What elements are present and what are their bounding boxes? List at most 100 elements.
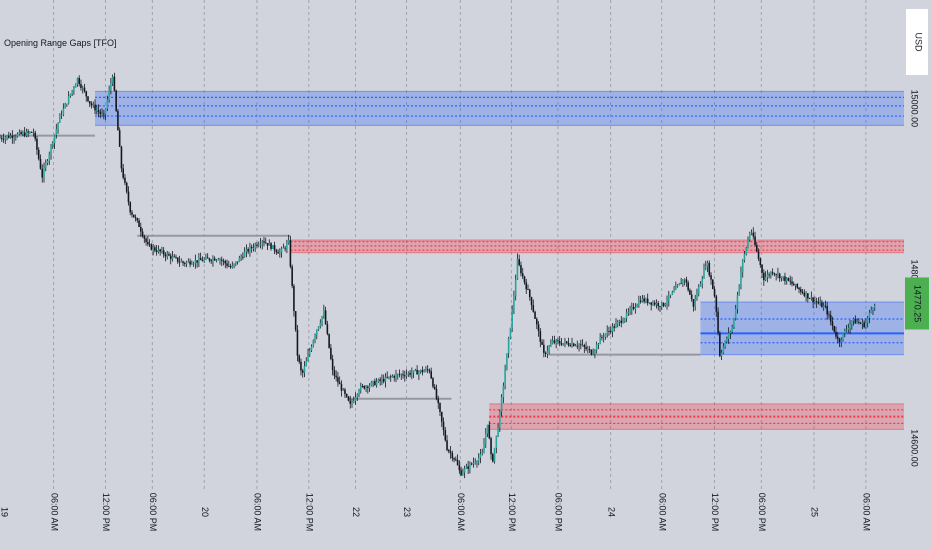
- candle-body: [544, 352, 547, 354]
- candle-body: [284, 247, 286, 249]
- candle: [22, 130, 24, 137]
- candle-body: [462, 472, 464, 476]
- candle-body: [312, 340, 315, 347]
- candle: [794, 283, 797, 291]
- candle: [32, 128, 35, 137]
- candle-body: [412, 370, 415, 374]
- candle: [574, 343, 577, 347]
- indicator-title: Opening Range Gaps [TFO]: [4, 38, 117, 48]
- candle-body: [30, 131, 33, 133]
- candle: [873, 303, 876, 311]
- candle-body: [490, 438, 492, 455]
- candle-body: [370, 382, 373, 386]
- candle-body: [236, 261, 239, 263]
- candle-body: [653, 302, 656, 305]
- candle: [115, 89, 117, 113]
- candle-body: [20, 132, 22, 135]
- candle-body: [48, 154, 51, 161]
- candle-body: [745, 247, 748, 254]
- candle-body: [777, 273, 779, 276]
- candle-body: [553, 340, 556, 343]
- candle-body: [541, 341, 543, 345]
- candle-body: [345, 393, 348, 397]
- candle-body: [198, 258, 200, 263]
- candle-body: [481, 453, 484, 455]
- candle-body: [391, 376, 394, 377]
- candle-body: [829, 315, 832, 322]
- candle: [738, 284, 740, 296]
- candle-body: [448, 450, 450, 452]
- candle: [96, 104, 98, 115]
- candle-body: [368, 385, 371, 388]
- candle: [629, 305, 631, 316]
- candle-body: [504, 370, 506, 386]
- candle: [270, 242, 272, 251]
- candle-body: [467, 466, 469, 469]
- candle: [771, 268, 774, 276]
- candle: [469, 461, 471, 474]
- candle-body: [361, 385, 364, 387]
- candle-body: [690, 294, 693, 300]
- candle: [715, 294, 718, 318]
- candle: [671, 290, 674, 296]
- candle: [48, 151, 51, 165]
- candle: [571, 337, 573, 348]
- candle: [509, 327, 512, 340]
- candle: [20, 130, 22, 135]
- candle-body: [514, 279, 517, 296]
- candle: [140, 222, 142, 237]
- candle-body: [275, 250, 278, 253]
- candle-body: [474, 462, 476, 464]
- candle-body: [52, 143, 54, 146]
- candle-body: [483, 444, 485, 454]
- candle: [245, 244, 248, 258]
- candle: [280, 246, 283, 258]
- candle: [41, 164, 44, 183]
- candle: [704, 260, 707, 271]
- candle: [210, 258, 212, 265]
- candle: [706, 260, 709, 273]
- candle-body: [808, 298, 811, 300]
- candle: [798, 286, 800, 294]
- candle-body: [363, 385, 366, 389]
- candle-body: [532, 305, 535, 312]
- candle-body: [518, 259, 520, 266]
- time-axis-background: [0, 492, 932, 550]
- candle-body: [548, 346, 550, 351]
- candle-body: [638, 300, 640, 306]
- candle: [250, 244, 253, 253]
- candle: [659, 305, 661, 313]
- candle-body: [842, 333, 844, 340]
- candle: [486, 424, 489, 437]
- time-tick-label: 24: [606, 507, 616, 517]
- candle: [382, 374, 385, 384]
- candle-body: [60, 114, 63, 116]
- candle: [764, 271, 767, 282]
- candle-body: [689, 290, 691, 295]
- candle: [594, 349, 596, 359]
- candle: [713, 285, 716, 298]
- candle: [541, 339, 543, 345]
- candle: [147, 236, 149, 247]
- candle-body: [583, 345, 586, 348]
- candle: [118, 127, 121, 148]
- candle: [74, 83, 77, 88]
- candle-body: [18, 132, 21, 134]
- candle: [136, 217, 139, 223]
- candle: [16, 132, 19, 138]
- candle: [821, 299, 823, 308]
- candle: [780, 276, 783, 282]
- candle-body: [37, 149, 40, 159]
- candle-body: [215, 259, 218, 261]
- candle-body: [365, 386, 367, 389]
- candle: [562, 342, 564, 346]
- candle-body: [111, 76, 114, 84]
- candle: [868, 309, 871, 324]
- candle: [770, 271, 772, 279]
- candle: [608, 326, 610, 336]
- candle: [828, 311, 830, 319]
- candle: [298, 354, 300, 364]
- candle: [666, 295, 668, 310]
